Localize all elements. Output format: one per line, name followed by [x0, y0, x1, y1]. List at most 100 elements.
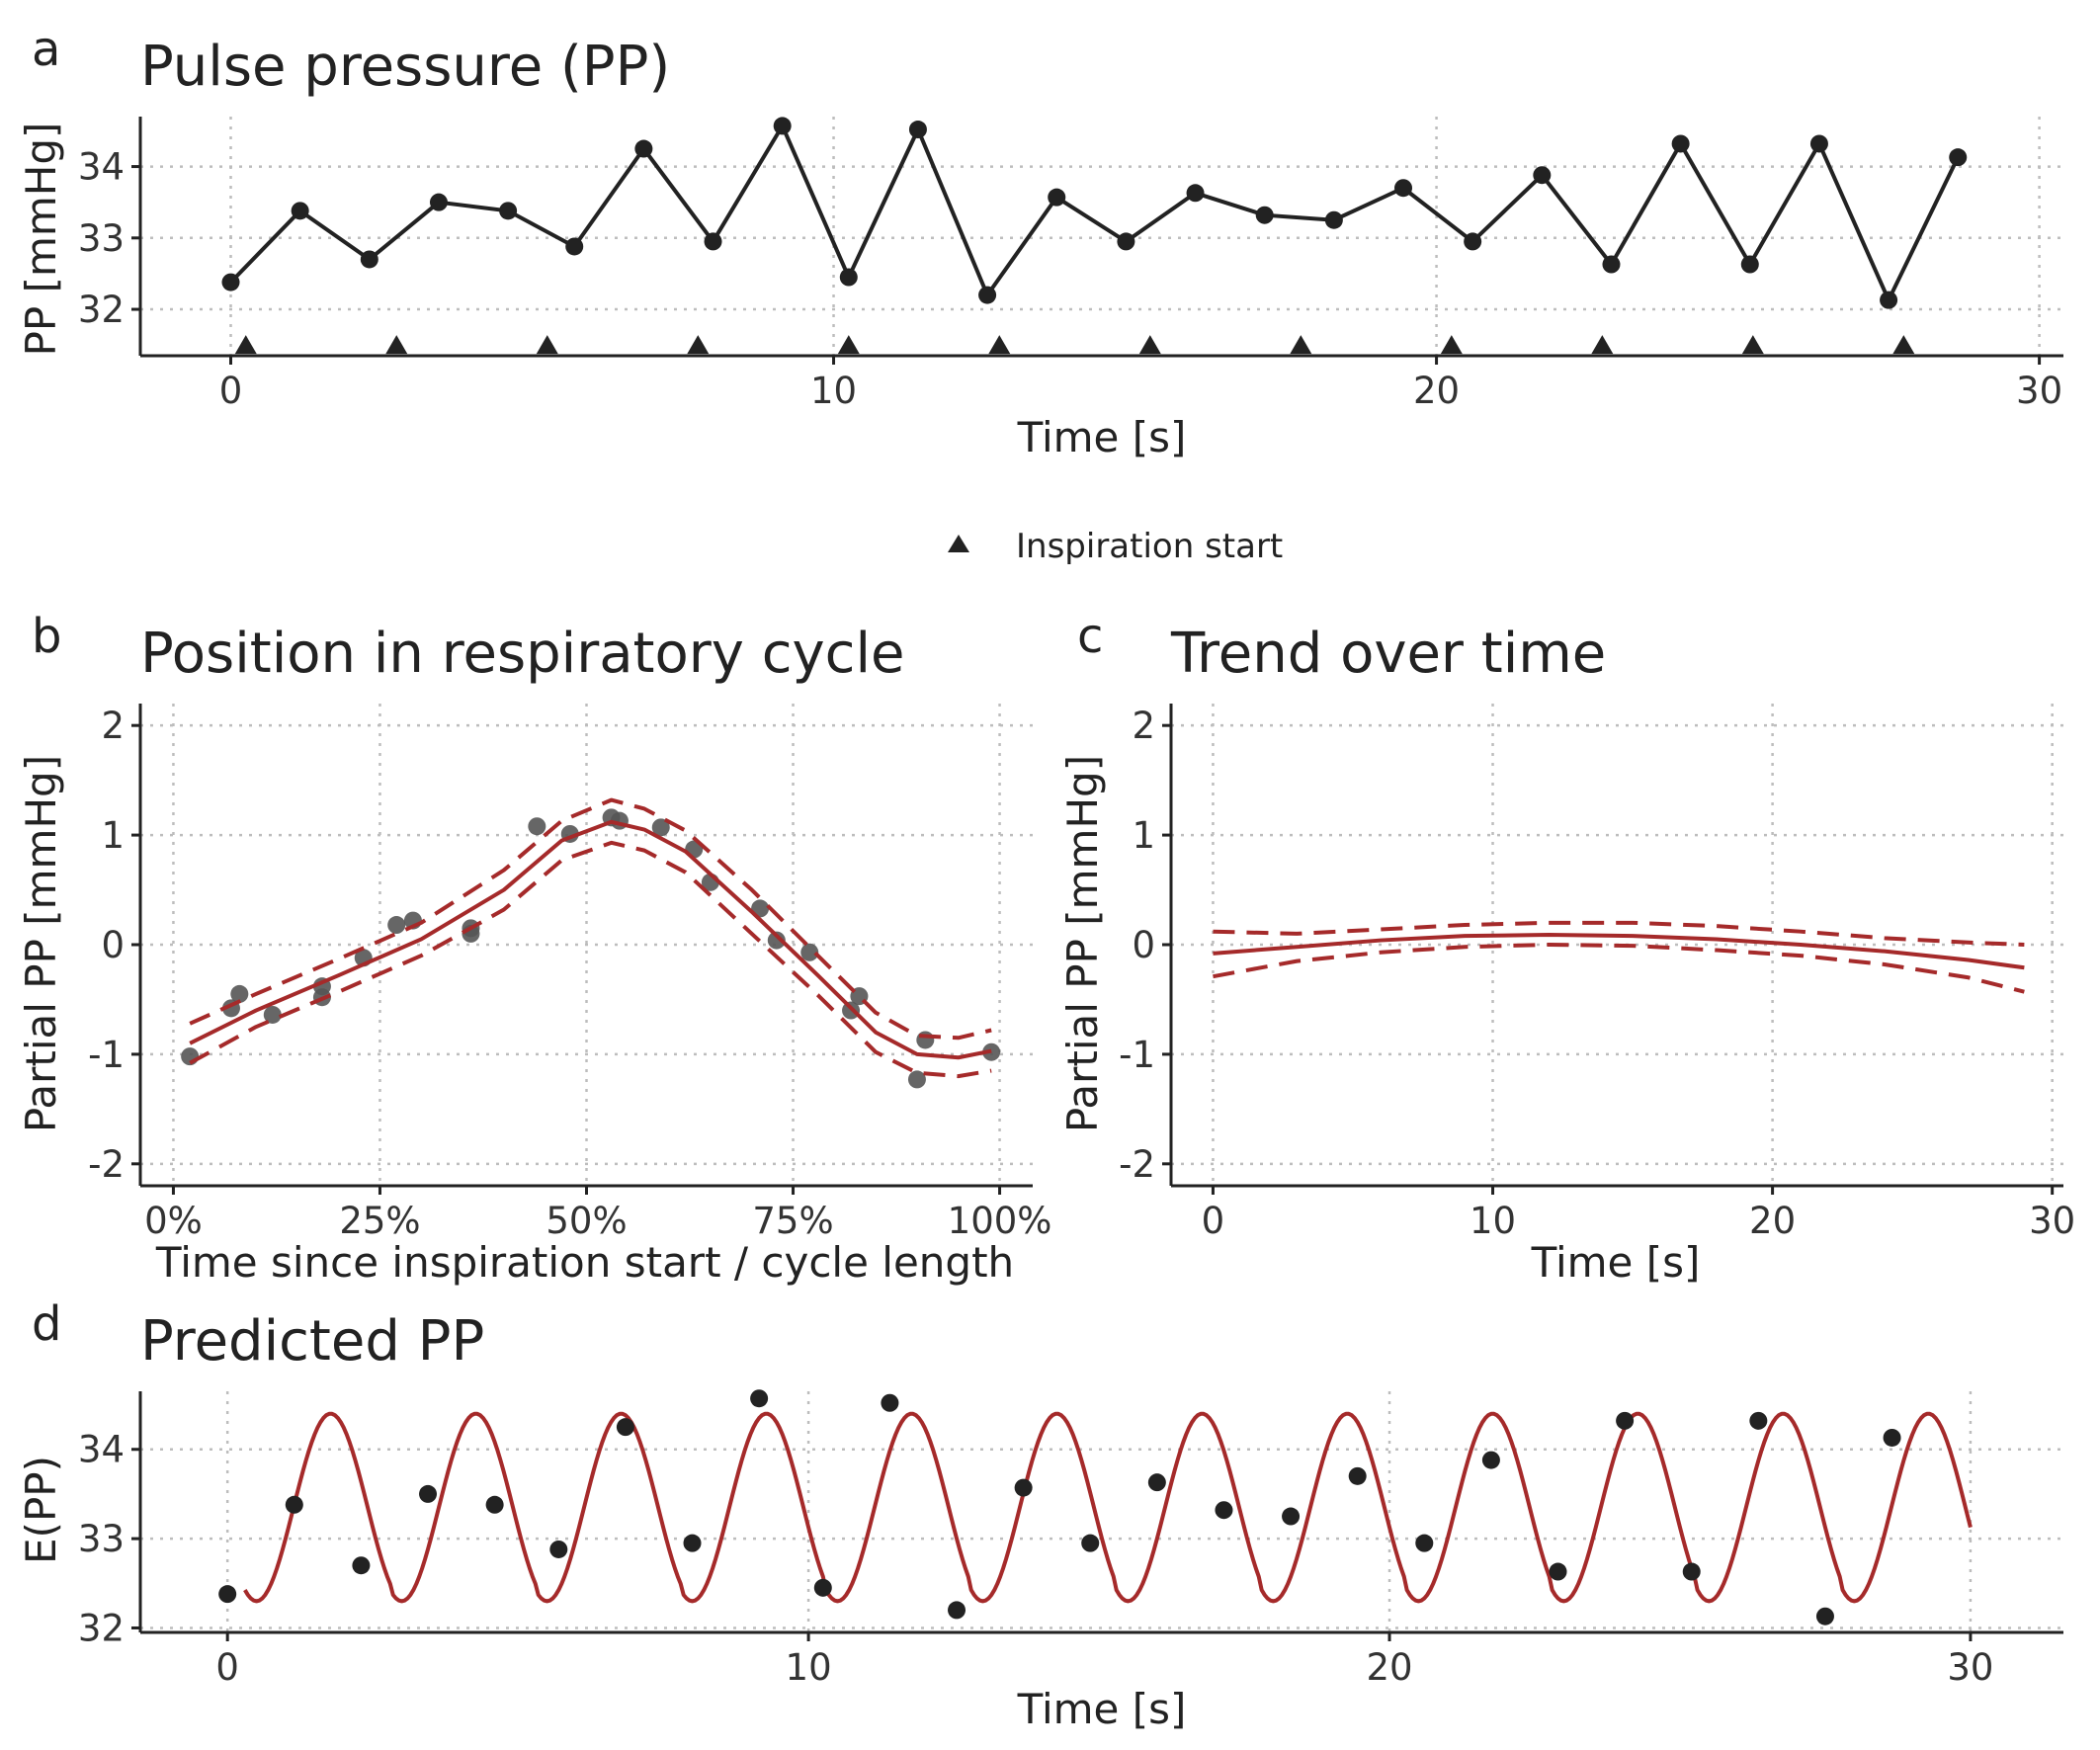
legend-label: Inspiration start — [1016, 527, 1283, 566]
panel-b-data-point-2 — [230, 984, 249, 1003]
panel-c-x-tick-label-2: 20 — [1749, 1200, 1796, 1242]
panel-c-x-tick-label-0: 0 — [1202, 1200, 1225, 1242]
panel-c-title: Trend over time — [1170, 622, 1606, 686]
panel-a-data-point-22 — [1740, 255, 1759, 274]
panel-d-data-point-20 — [1549, 1562, 1567, 1581]
panel-b-y-axis-title: Partial PP [mmHg] — [17, 755, 65, 1132]
panel-d-data-point-8 — [750, 1389, 769, 1408]
panel-d-data-point-13 — [1081, 1534, 1100, 1552]
panel-a-data-point-4 — [499, 202, 518, 220]
panel-c-y-tick-label-2: 0 — [1132, 924, 1155, 966]
panel-a-y-axis-title: PP [mmHg] — [17, 123, 65, 357]
panel-d-x-axis-title: Time [s] — [1017, 1685, 1187, 1733]
panel-c-ci-lower-line — [1213, 943, 2025, 994]
panel-d-data-point-15 — [1215, 1501, 1233, 1520]
panel-a-data-point-0 — [221, 273, 240, 292]
panel-d-data-point-7 — [683, 1534, 702, 1552]
panel-a-data-point-3 — [429, 193, 448, 211]
panel-d-data-point-11 — [948, 1601, 966, 1620]
panel-a-inspiration-marker-7 — [1290, 335, 1312, 355]
panel-c-fit-line — [1213, 933, 2025, 970]
panel-a-data-point-20 — [1602, 255, 1621, 274]
panel-b-data-point-15 — [651, 818, 670, 837]
panel-d-x-tick-label-3: 30 — [1947, 1646, 1993, 1689]
panel-letter-a: a — [32, 22, 60, 77]
panel-d-data-point-10 — [881, 1393, 899, 1412]
panel-d: d Predicted PP 0 10 20 30 32 33 34 Time [s] E(… — [17, 1296, 2063, 1733]
panel-c-ci-upper-line — [1213, 920, 2025, 947]
panel-a-data-point-21 — [1671, 134, 1690, 153]
panel-a-data-point-6 — [634, 139, 653, 158]
panel-c-y-tick-label-4: -2 — [1119, 1143, 1155, 1186]
panel-d-data-point-17 — [1348, 1466, 1367, 1485]
panel-a-inspiration-marker-9 — [1591, 335, 1614, 355]
panel-a-data-point-11 — [978, 286, 997, 304]
panel-b-title: Position in respiratory cycle — [140, 622, 904, 686]
panel-d-y-tick-label-0: 32 — [78, 1607, 125, 1649]
panel-a-data-point-2 — [360, 250, 378, 269]
panel-a-inspiration-marker-11 — [1892, 335, 1915, 355]
panel-b-data-point-23 — [907, 1070, 926, 1089]
panel-a-data-point-17 — [1394, 179, 1413, 198]
panel-b-x-axis-title: Time since inspiration start / cycle len… — [155, 1238, 1014, 1287]
panel-d-data-point-14 — [1147, 1473, 1166, 1492]
panel-a-data-point-14 — [1186, 184, 1205, 203]
panel-b-ci-upper-line — [189, 797, 992, 1041]
panel-b-x-tick-label-4: 100% — [948, 1200, 1052, 1242]
legend: Inspiration start — [948, 527, 1283, 566]
panel-c-x-tick-label-3: 30 — [2029, 1200, 2075, 1242]
panel-d-data-point-24 — [1815, 1607, 1834, 1625]
panel-a-title: Pulse pressure (PP) — [140, 35, 670, 99]
panel-a-inspiration-marker-6 — [1138, 335, 1161, 355]
panel-d-data-point-2 — [352, 1556, 371, 1575]
panel-a: a Pulse pressure (PP) 0 10 20 30 32 33 34 Time… — [17, 22, 2063, 461]
panel-d-data-point-18 — [1415, 1534, 1434, 1552]
panel-b-x-tick-label-0: 0% — [144, 1200, 203, 1242]
panel-a-data-point-9 — [839, 268, 858, 287]
panel-a-y-tick-label-2: 34 — [78, 146, 125, 189]
panel-letter-c: c — [1077, 609, 1103, 664]
panel-a-x-axis-title: Time [s] — [1017, 413, 1187, 461]
panel-a-inspiration-marker-4 — [837, 335, 860, 355]
legend-triangle-marker — [948, 535, 969, 552]
panel-a-data-point-8 — [773, 117, 792, 135]
panel-a-data-point-7 — [704, 232, 722, 251]
panel-d-data-point-12 — [1014, 1478, 1033, 1497]
panel-a-data-point-12 — [1048, 188, 1066, 207]
panel-c-x-tick-label-1: 10 — [1470, 1200, 1516, 1242]
panel-d-x-tick-label-2: 20 — [1366, 1646, 1412, 1689]
panel-d-x-tick-label-1: 10 — [786, 1646, 832, 1689]
panel-d-title: Predicted PP — [140, 1309, 484, 1374]
panel-d-data-point-6 — [616, 1418, 634, 1437]
panel-b-data-point-24 — [916, 1031, 935, 1049]
panel-a-inspiration-marker-8 — [1440, 335, 1463, 355]
panel-a-data-point-5 — [565, 237, 584, 256]
panel-a-y-tick-label-1: 33 — [78, 217, 125, 260]
panel-a-x-tick-label-1: 10 — [810, 370, 857, 412]
panel-d-data-point-19 — [1481, 1451, 1500, 1469]
panel-a-data-point-10 — [908, 121, 927, 139]
panel-a-data-point-1 — [291, 202, 309, 220]
panel-a-inspiration-marker-1 — [385, 335, 408, 355]
panel-a-data-point-19 — [1533, 166, 1552, 185]
panel-b-data-point-3 — [263, 1005, 282, 1024]
panel-d-data-point-23 — [1749, 1411, 1768, 1430]
panel-d-x-tick-label-0: 0 — [215, 1646, 239, 1689]
panel-b-x-tick-label-3: 75% — [752, 1200, 833, 1242]
panel-letter-d: d — [32, 1296, 61, 1352]
panel-b-y-tick-label-1: 1 — [101, 814, 125, 857]
panel-b-y-tick-label-4: -2 — [88, 1143, 125, 1186]
panel-c-y-tick-label-1: 1 — [1132, 814, 1155, 857]
panel-a-data-point-23 — [1809, 134, 1828, 153]
panel-a-data-point-25 — [1949, 148, 1968, 167]
panel-a-x-tick-label-0: 0 — [219, 370, 243, 412]
panel-c-y-tick-label-0: 2 — [1132, 705, 1155, 747]
panel-b-data-point-20 — [800, 943, 819, 961]
panel-d-data-point-3 — [419, 1484, 438, 1503]
panel-a-inspiration-marker-2 — [536, 335, 558, 355]
panel-d-data-point-0 — [218, 1585, 237, 1604]
panel-a-data-point-18 — [1464, 232, 1482, 251]
panel-d-data-point-16 — [1282, 1507, 1301, 1526]
